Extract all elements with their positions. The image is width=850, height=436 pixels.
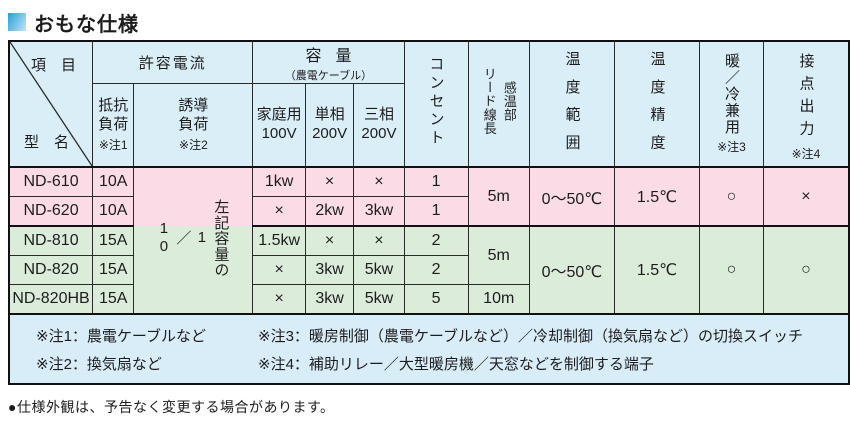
spec-table: 項 目 型 名 許容電流 容量 （農電ケーブル） コンセント 感温部 リード線長… [8,40,850,385]
cell-outlet: 1 [403,166,469,197]
cell-resist: 10A [92,166,135,197]
header-allowable-current: 許容電流 [92,40,254,84]
header-outlet: コンセント [403,40,469,168]
sensor-lead-label: 感温部 リード線長 [481,67,517,136]
contact-output-label: 接点出力 [797,52,815,143]
note-2: ※注2：換気扇など [36,355,162,373]
capacity-sublabel: （農電ケーブル） [284,70,373,82]
cell-single: 2kw [304,196,355,227]
warm-cool-note: ※注3 [717,139,746,154]
corner-label-item: 項 目 [31,57,77,74]
cell-lead-pink: 5m [467,166,530,227]
single-phase-200v-label: 単相 200V [312,106,348,142]
cell-model: ND-610 [8,166,94,197]
cell-warmcool-pink: ○ [698,166,764,227]
cell-single: × [304,166,355,197]
allowable-current-label: 許容電流 [138,55,207,72]
header-contact-output: 接点出力 ※注4 [762,40,850,168]
cell-induction-merged: 左記容量の 1 ／ 10 [133,166,254,315]
induction-load-label: 誘導 負荷 [178,96,209,133]
cell-household: × [252,284,306,315]
notes-cell: ※注1：農電ケーブルなど ※注3：暖房制御（農電ケーブルなど）／冷却制御（換気扇… [8,313,850,385]
cell-outlet: 2 [403,255,469,285]
cell-three: × [353,225,405,256]
household-100v-label: 家庭用 100V [256,106,302,142]
header-induction-load: 誘導 負荷 ※注2 [133,83,254,168]
temp-range-label: 温度範囲 [563,51,581,162]
cell-resist: 15A [92,225,135,256]
resistive-load-note: ※注1 [98,138,128,153]
cell-model: ND-820HB [8,284,94,315]
cell-outlet: 2 [403,225,469,256]
cell-model: ND-810 [8,225,94,256]
header-three-phase-200v: 三相 200V [353,83,405,168]
cell-three: 5kw [353,255,405,285]
cell-three: 3kw [353,196,405,227]
contact-output-note: ※注4 [791,146,821,161]
section-title-bar: おもな仕様 [0,0,850,37]
cell-lead-820hb: 10m [467,284,530,315]
corner-label-model: 型 名 [24,134,70,151]
cell-contact-pink: × [762,166,850,227]
cell-resist: 10A [92,196,135,227]
header-warm-cool: 暖／冷兼用 ※注3 [698,40,764,168]
diagonal-divider [10,42,92,166]
cell-three: × [353,166,405,197]
cell-resist: 15A [92,284,135,315]
header-temp-precision: 温度精度 [613,40,700,168]
cell-lead-green: 5m [467,225,530,285]
cell-range-green: 0〜50℃ [528,225,615,315]
outlet-label: コンセント [427,55,445,148]
cell-warmcool-green: ○ [698,225,764,315]
induction-merged-label: 左記容量の 1 ／ 10 [155,198,230,278]
cell-single: 3kw [304,255,355,285]
note-1: ※注1：農電ケーブルなど [36,327,207,345]
cell-outlet: 1 [403,196,469,227]
cell-household: × [252,255,306,285]
three-phase-200v-label: 三相 200V [361,106,397,142]
header-capacity: 容量 （農電ケーブル） [252,40,405,84]
cell-three: 5kw [353,284,405,315]
resistive-load-label: 抵抗 負荷 [98,96,129,133]
notes-grid: ※注1：農電ケーブルなど ※注3：暖房制御（農電ケーブルなど）／冷却制御（換気扇… [10,325,848,374]
cell-outlet: 5 [403,284,469,315]
cell-household: 1.5kw [252,225,306,256]
header-household-100v: 家庭用 100V [252,83,306,168]
temp-precision-label: 温度精度 [648,51,666,162]
induction-load-note: ※注2 [179,138,208,153]
cell-household: × [252,196,306,227]
warm-cool-label: 暖／冷兼用 [722,53,740,136]
cell-precision-green: 1.5℃ [613,225,700,315]
cell-single: × [304,225,355,256]
capacity-label: 容量 [305,48,366,65]
note-4: ※注4：補助リレー／大型暖房機／天窓などを制御する端子 [258,355,654,373]
header-resistive-load: 抵抗 負荷 ※注1 [92,83,135,168]
cell-single: 3kw [304,284,355,315]
cell-model: ND-620 [8,196,94,227]
cell-model: ND-820 [8,255,94,285]
header-sensor-lead: 感温部 リード線長 [467,40,530,168]
footer-disclaimer: ●仕様外観は、予告なく変更する場合があります。 [8,399,335,415]
cell-household: 1kw [252,166,306,197]
note-3: ※注3：暖房制御（農電ケーブルなど）／冷却制御（換気扇など）の切換スイッチ [258,327,804,345]
corner-item-model-cell: 項 目 型 名 [8,40,94,168]
cell-contact-green: ○ [762,225,850,315]
page-title: おもな仕様 [34,13,139,36]
header-temp-range: 温度範囲 [528,40,615,168]
cell-resist: 15A [92,255,135,285]
cell-range-pink: 0〜50℃ [528,166,615,227]
cell-precision-pink: 1.5℃ [613,166,700,227]
header-single-phase-200v: 単相 200V [304,83,355,168]
title-accent-square-icon [8,13,26,31]
